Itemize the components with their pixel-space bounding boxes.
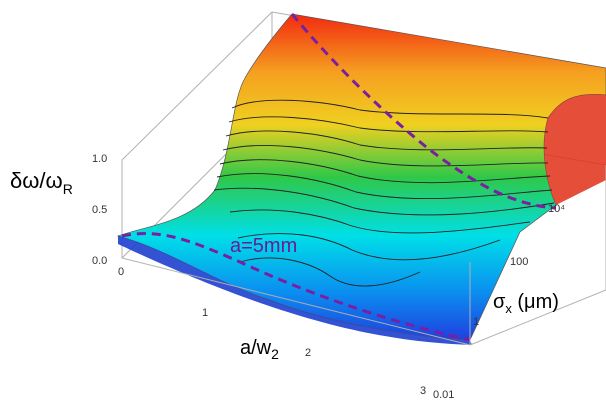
y-tick-label: 1 [473, 316, 479, 328]
x-tick-label: 3 [420, 385, 426, 397]
surface-side-face [544, 94, 606, 205]
annotation-label: a=5mm [230, 235, 297, 257]
y-tick-label: 10⁴ [548, 203, 565, 215]
purple-dashed-curves [121, 13, 557, 342]
z-tick-label: 1.0 [92, 153, 107, 165]
upper-dashed-curve [290, 13, 557, 210]
x-tick-label: 1 [202, 307, 208, 319]
z-axis-ticks: 1.0 0.5 0.0 [92, 153, 107, 267]
x-axis-ticks: 0 1 2 3 [118, 266, 426, 397]
y-axis-ticks: 0.01 1 100 10⁴ [433, 203, 565, 401]
z-tick-label: 0.0 [92, 255, 107, 267]
x-axis-label: a/w2 [240, 337, 279, 362]
y-axis-label: σx (μm) [493, 291, 559, 316]
contour-lines [213, 99, 555, 287]
x-tick-label: 2 [305, 347, 311, 359]
y-tick-label: 100 [510, 256, 528, 268]
z-axis-label: δω/ωR [10, 168, 73, 197]
x-tick-label: 0 [118, 266, 124, 278]
z-tick-label: 0.5 [92, 204, 107, 216]
lower-dashed-curve [121, 232, 471, 342]
bounding-box-front [121, 165, 606, 346]
y-tick-label: 0.01 [433, 389, 454, 401]
